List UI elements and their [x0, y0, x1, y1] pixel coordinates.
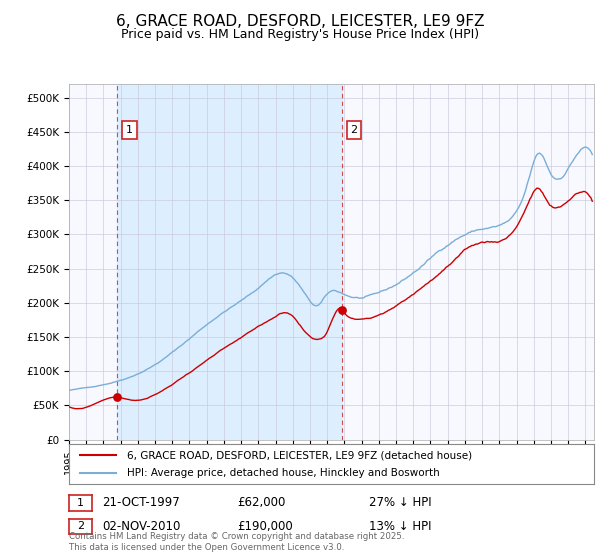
- Text: 6, GRACE ROAD, DESFORD, LEICESTER, LE9 9FZ: 6, GRACE ROAD, DESFORD, LEICESTER, LE9 9…: [116, 14, 484, 29]
- Text: Price paid vs. HM Land Registry's House Price Index (HPI): Price paid vs. HM Land Registry's House …: [121, 28, 479, 41]
- Text: 21-OCT-1997: 21-OCT-1997: [102, 496, 180, 510]
- Point: [112, 393, 122, 402]
- Bar: [117, 84, 342, 440]
- Text: £190,000: £190,000: [237, 520, 293, 533]
- Text: 27% ↓ HPI: 27% ↓ HPI: [369, 496, 431, 510]
- Text: 2: 2: [350, 125, 358, 135]
- Text: 13% ↓ HPI: 13% ↓ HPI: [369, 520, 431, 533]
- Text: 1: 1: [77, 498, 84, 508]
- Text: £62,000: £62,000: [237, 496, 286, 510]
- Text: HPI: Average price, detached house, Hinckley and Bosworth: HPI: Average price, detached house, Hinc…: [127, 468, 439, 478]
- Text: 2: 2: [77, 521, 84, 531]
- Text: 1: 1: [126, 125, 133, 135]
- Point: [337, 305, 347, 314]
- Text: 02-NOV-2010: 02-NOV-2010: [102, 520, 181, 533]
- Text: 6, GRACE ROAD, DESFORD, LEICESTER, LE9 9FZ (detached house): 6, GRACE ROAD, DESFORD, LEICESTER, LE9 9…: [127, 450, 472, 460]
- Text: Contains HM Land Registry data © Crown copyright and database right 2025.
This d: Contains HM Land Registry data © Crown c…: [69, 532, 404, 552]
